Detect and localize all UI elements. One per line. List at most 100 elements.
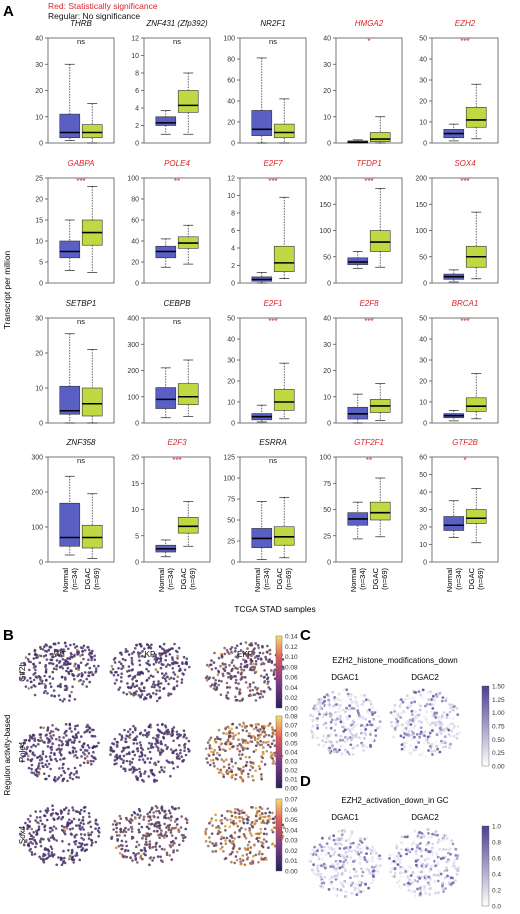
cell-point — [94, 818, 98, 822]
cell-point — [377, 714, 381, 718]
cell-point — [437, 838, 441, 841]
cell-point — [177, 806, 180, 810]
cell-point — [236, 850, 239, 854]
cell-point — [249, 724, 252, 727]
cell-point — [249, 643, 253, 647]
cell-point — [222, 836, 226, 840]
colorbar-tick-label: 0.02 — [285, 848, 298, 855]
cell-point — [73, 835, 77, 839]
cell-point — [160, 748, 163, 751]
cell-point — [324, 849, 328, 853]
cell-point — [348, 845, 352, 849]
cell-point — [30, 767, 33, 771]
plot-frame — [335, 177, 403, 284]
cell-point — [423, 858, 427, 862]
cell-point — [313, 850, 317, 854]
cell-point — [164, 658, 167, 662]
cell-point — [400, 704, 404, 707]
cell-point — [46, 848, 50, 851]
cell-point — [352, 707, 356, 710]
cell-point — [136, 778, 139, 781]
cell-point — [323, 875, 327, 879]
cell-point — [159, 666, 163, 670]
cell-point — [425, 739, 428, 743]
cell-point — [406, 875, 410, 879]
cell-point — [35, 656, 38, 659]
cell-point — [115, 670, 118, 674]
cell-point — [420, 884, 424, 888]
y-tick-label: 30 — [419, 358, 427, 365]
cell-point — [63, 829, 67, 832]
cell-point — [361, 872, 364, 876]
cell-point — [441, 696, 445, 699]
colorbar-tick-label: 0.12 — [285, 644, 298, 651]
cell-point — [424, 704, 427, 708]
cell-point — [439, 857, 443, 860]
y-tick-label: 150 — [415, 202, 427, 209]
cell-point — [41, 752, 45, 756]
cell-point — [51, 724, 54, 727]
cell-point — [27, 766, 31, 770]
y-tick-label: 40 — [227, 337, 235, 344]
cell-point — [445, 868, 449, 872]
gene-title: E2F8 — [359, 299, 379, 308]
cell-point — [206, 741, 210, 744]
cell-point — [173, 841, 176, 845]
cell-point — [335, 740, 339, 744]
cell-point — [140, 690, 144, 693]
cell-point — [239, 757, 242, 760]
cell-point — [334, 733, 338, 737]
cell-point — [208, 738, 211, 742]
cell-point — [50, 748, 53, 751]
cell-point — [260, 777, 264, 781]
cell-point — [152, 829, 156, 833]
cell-point — [66, 662, 69, 666]
cell-point — [34, 744, 37, 748]
cell-point — [71, 827, 74, 830]
cell-point — [413, 829, 417, 833]
cell-point — [177, 829, 181, 833]
cell-point — [261, 695, 265, 698]
cell-point — [27, 687, 31, 690]
cell-point — [273, 677, 277, 680]
cell-point — [21, 672, 25, 675]
significance-label: ns — [173, 317, 181, 326]
cell-point — [135, 845, 138, 849]
cell-point — [317, 857, 321, 861]
cell-point — [37, 825, 41, 828]
cell-point — [144, 770, 147, 773]
cell-point — [154, 742, 157, 746]
cell-point — [325, 693, 329, 697]
cell-point — [145, 843, 149, 846]
cell-point — [219, 842, 223, 845]
cell-point — [75, 649, 79, 652]
y-tick-label: 10 — [419, 542, 427, 549]
cell-point — [59, 749, 62, 752]
density-map — [307, 828, 382, 898]
cell-point — [444, 876, 447, 880]
cell-point — [167, 816, 170, 820]
cell-point — [324, 864, 328, 868]
y-tick-label: 10 — [419, 400, 427, 407]
cell-point — [37, 821, 40, 825]
cell-point — [409, 751, 412, 755]
cell-point — [32, 836, 35, 839]
cell-point — [42, 858, 46, 861]
cell-point — [264, 741, 268, 744]
cell-point — [132, 694, 135, 697]
cell-point — [29, 750, 32, 753]
cell-point — [264, 811, 267, 815]
colorbar-tick-label: 0.25 — [492, 750, 505, 757]
cell-point — [265, 840, 268, 843]
cell-point — [348, 714, 351, 718]
cell-point — [389, 711, 393, 714]
cell-point — [450, 729, 454, 733]
cell-point — [110, 664, 114, 668]
cell-point — [185, 821, 189, 824]
cell-point — [332, 750, 336, 754]
cell-point — [61, 861, 65, 864]
cell-point — [68, 727, 72, 730]
cell-point — [138, 659, 141, 662]
